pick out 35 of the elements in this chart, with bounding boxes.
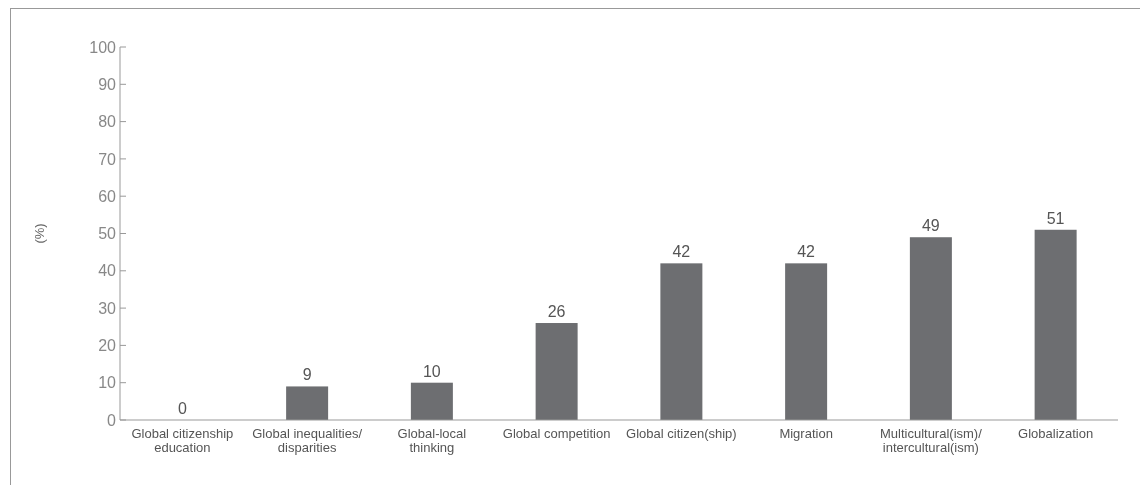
- y-tick-label: 90: [98, 75, 117, 93]
- y-tick-label: 60: [98, 187, 117, 205]
- data-label: 0: [177, 400, 187, 417]
- y-axis-title: (%): [32, 223, 47, 244]
- bar: [785, 263, 828, 420]
- x-tick-label: Global citizen(ship): [626, 426, 737, 441]
- data-label: 49: [921, 217, 940, 235]
- y-tick-label: 100: [89, 38, 117, 56]
- bar: [1034, 229, 1077, 420]
- y-tick-label: 40: [98, 262, 117, 280]
- y-tick-label: 80: [98, 113, 117, 131]
- bar: [909, 237, 952, 420]
- x-tick-label: Migration: [779, 426, 833, 441]
- x-tick-label: Global inequalities/ disparities: [252, 426, 363, 455]
- y-tick-label: 70: [98, 150, 117, 168]
- data-label: 42: [797, 243, 816, 261]
- data-label: 9: [302, 366, 312, 384]
- bar: [286, 386, 329, 420]
- data-label: 10: [422, 362, 441, 380]
- y-tick-label: 0: [107, 411, 117, 429]
- x-tick-label: Global citizenship education: [131, 426, 234, 455]
- x-tick-label: Global-local thinking: [397, 426, 467, 455]
- x-tick-label: Global competition: [502, 426, 611, 441]
- x-tick-label: Multicultural(ism)/ intercultural(ism): [879, 426, 983, 455]
- data-label: 51: [1046, 209, 1065, 227]
- x-tick-label: Globalization: [1018, 426, 1094, 441]
- y-tick-label: 20: [98, 337, 117, 354]
- bar: [410, 382, 453, 420]
- y-tick-label: 50: [98, 225, 117, 243]
- y-tick-label: 30: [98, 299, 117, 317]
- data-label: 26: [547, 303, 566, 321]
- y-tick-label: 10: [98, 374, 117, 392]
- bar: [535, 323, 578, 420]
- bar: [660, 263, 703, 420]
- data-label: 42: [672, 243, 691, 261]
